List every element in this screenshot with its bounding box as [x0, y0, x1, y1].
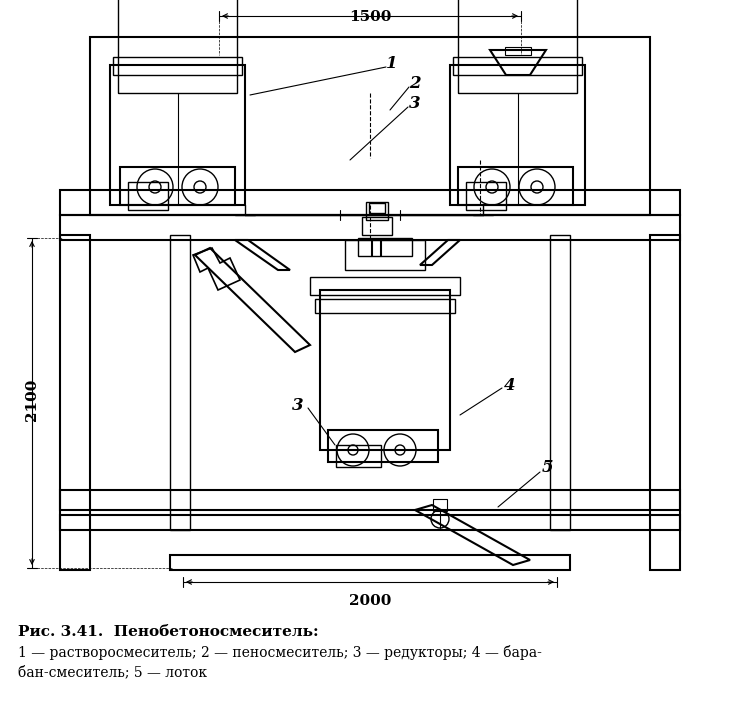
- Bar: [458, 167, 573, 205]
- Bar: [170, 555, 570, 570]
- Bar: [328, 430, 438, 462]
- Bar: [113, 57, 242, 75]
- Text: 1: 1: [386, 55, 398, 72]
- Text: 1500: 1500: [349, 10, 391, 24]
- Bar: [369, 203, 385, 213]
- Bar: [60, 490, 680, 510]
- Bar: [60, 235, 90, 570]
- Bar: [336, 445, 381, 467]
- Bar: [450, 65, 585, 205]
- Text: 1 — растворосмеситель; 2 — пеносмеситель; 3 — редукторы; 4 — бара-: 1 — растворосмеситель; 2 — пеносмеситель…: [18, 646, 542, 660]
- Bar: [366, 202, 388, 220]
- Text: 3: 3: [292, 397, 304, 414]
- Bar: [453, 57, 582, 75]
- Text: 2100: 2100: [25, 379, 39, 421]
- Bar: [60, 515, 680, 530]
- Bar: [458, 0, 577, 93]
- Text: 4: 4: [504, 376, 516, 393]
- Bar: [310, 277, 460, 295]
- Text: бан-смеситель; 5 — лоток: бан-смеситель; 5 — лоток: [18, 665, 207, 679]
- Bar: [170, 235, 190, 530]
- Bar: [118, 0, 237, 93]
- Text: 2: 2: [409, 76, 421, 93]
- Bar: [60, 190, 680, 215]
- Bar: [650, 235, 680, 570]
- Bar: [60, 215, 680, 240]
- Text: 2000: 2000: [349, 594, 391, 608]
- Bar: [110, 65, 245, 205]
- Bar: [550, 235, 570, 530]
- Bar: [320, 290, 450, 450]
- Bar: [362, 217, 392, 235]
- Bar: [128, 182, 168, 210]
- Text: Рис. 3.41.  Пенобетоносмеситель:: Рис. 3.41. Пенобетоносмеситель:: [18, 625, 319, 639]
- Text: 5: 5: [542, 459, 554, 477]
- Bar: [90, 37, 650, 215]
- Bar: [358, 238, 412, 256]
- Bar: [315, 299, 455, 313]
- Bar: [466, 182, 506, 210]
- Bar: [345, 240, 425, 270]
- Text: 3: 3: [409, 95, 421, 112]
- Bar: [433, 499, 447, 511]
- Bar: [505, 47, 531, 55]
- Bar: [120, 167, 235, 205]
